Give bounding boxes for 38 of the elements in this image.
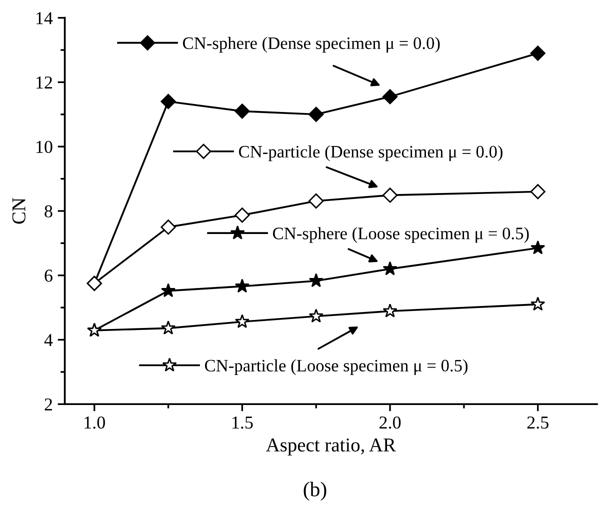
point: [308, 308, 324, 323]
x-axis-title: Aspect ratio, AR: [266, 438, 396, 456]
y-tick-label: 12: [36, 76, 52, 88]
point: [234, 278, 250, 293]
text: (b): [304, 482, 326, 501]
point: [530, 46, 546, 61]
point: [382, 261, 398, 276]
y-axis-title: CN: [12, 198, 26, 224]
y-tick-label: 8: [44, 205, 52, 218]
x-tick-label: 1.0: [84, 416, 105, 429]
legend-label: CN-particle (Loose specimen μ = 0.5): [204, 359, 468, 376]
y-tick-label: 6: [44, 270, 52, 282]
y-tick-label: 2: [44, 398, 52, 410]
point: [530, 296, 546, 311]
point: [308, 273, 324, 288]
y-tick-label: 14: [36, 12, 53, 24]
x-tick-label: 2.0: [380, 416, 401, 429]
point: [160, 220, 176, 235]
point: [160, 283, 176, 298]
x-tick-label: 2.5: [527, 416, 548, 429]
point: [308, 193, 324, 209]
point: [382, 89, 398, 104]
point: [530, 184, 546, 200]
legend-label: CN-sphere (Loose specimen μ = 0.5): [272, 227, 529, 243]
point: [160, 320, 176, 334]
y-tick-label: 10: [36, 140, 52, 154]
point: [234, 314, 250, 328]
legend-label: CN-particle (Dense specimen μ = 0.0): [238, 145, 502, 162]
point: [160, 94, 176, 110]
y-tick-label: 4: [44, 334, 53, 346]
point: [234, 104, 250, 119]
x-tick-label: 1.5: [232, 416, 253, 429]
point: [308, 106, 324, 122]
point: [234, 208, 250, 223]
point: [382, 188, 398, 203]
point: [530, 240, 546, 254]
point: [382, 303, 398, 318]
legend-label: CN-sphere (Dense specimen μ = 0.0): [182, 36, 440, 53]
